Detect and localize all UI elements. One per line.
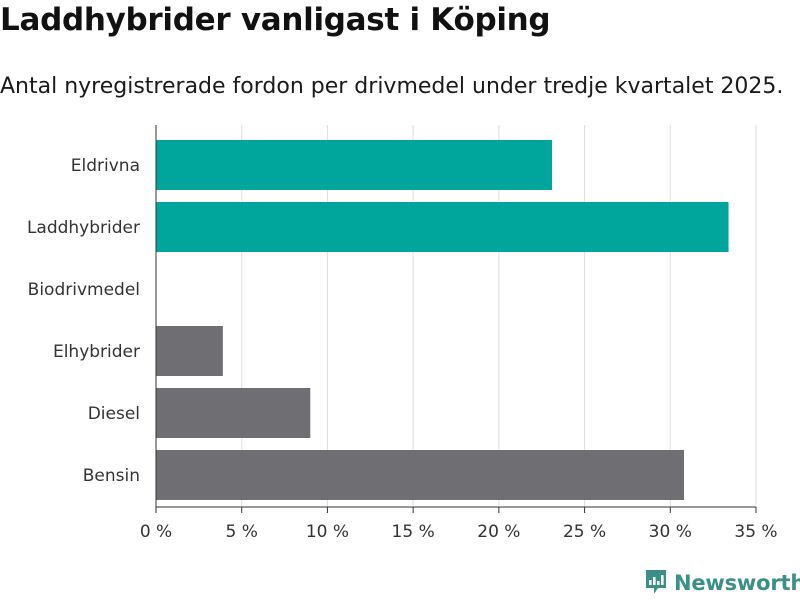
category-label: Biodrivmedel [28,280,140,300]
category-label: Eldrivna [71,156,140,176]
category-label: Diesel [88,404,140,424]
bar [156,202,729,252]
x-tick-label: 5 % [226,522,258,542]
bar [156,140,552,190]
x-tick-label: 0 % [140,522,172,542]
chart-subtitle: Antal nyregistrerade fordon per drivmede… [0,74,784,99]
category-label: Elhybrider [53,342,140,362]
x-tick-label: 10 % [306,522,349,542]
chart-title: Laddhybrider vanligast i Köping [0,2,551,38]
bar [156,388,311,438]
x-tick-label: 15 % [392,522,435,542]
x-tick-label: 20 % [477,522,520,542]
bar [156,326,223,376]
bar [156,450,684,500]
x-tick-label: 35 % [734,522,777,542]
newsworthy-logo-icon [646,570,666,594]
x-tick-label: 30 % [649,522,692,542]
brand-name: Newsworthy [674,570,800,595]
category-label: Bensin [83,466,140,486]
brand-logo: Newsworthy [644,569,800,596]
x-tick-label: 25 % [563,522,606,542]
category-label: Laddhybrider [27,218,140,238]
